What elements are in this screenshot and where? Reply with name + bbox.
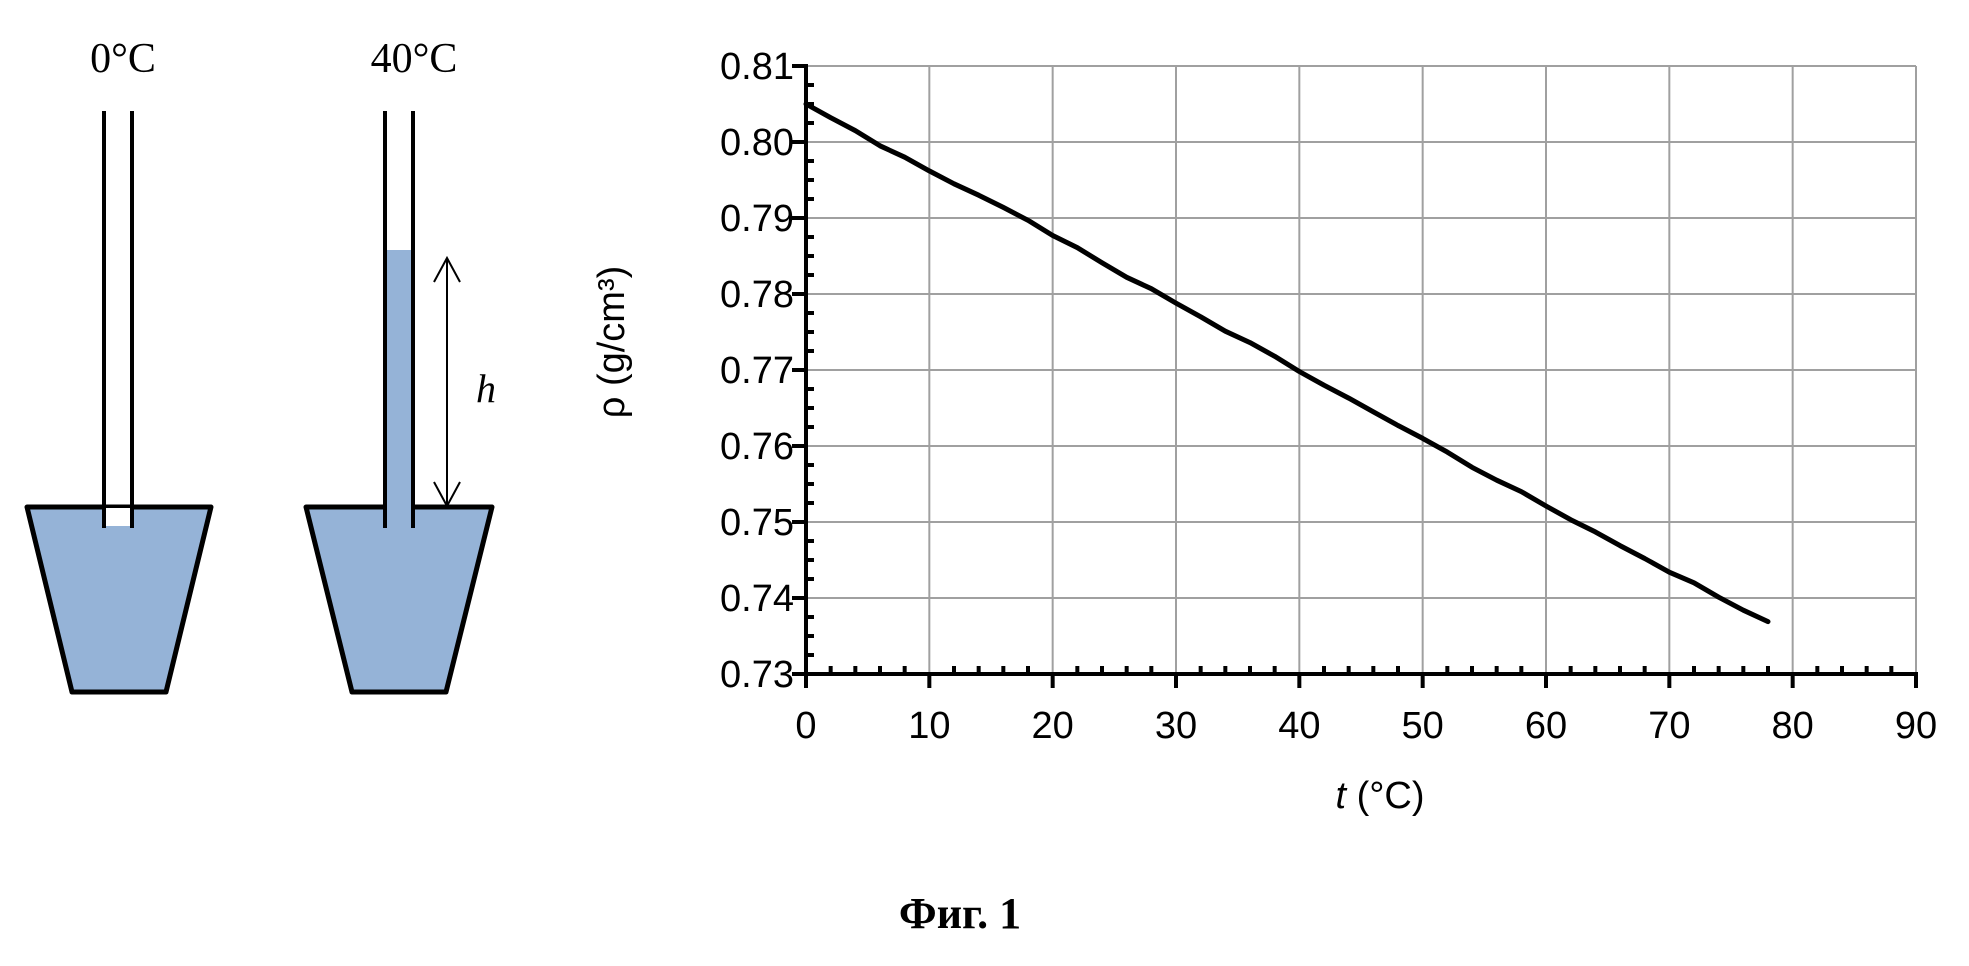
x-axis-label-unit: (°C): [1346, 775, 1425, 817]
vessel-cold-body: [24, 504, 214, 695]
y-tick-label: 0.79: [720, 198, 794, 240]
y-tick-label: 0.76: [720, 426, 794, 468]
y-tick-label: 0.74: [720, 578, 794, 620]
chart-axes: [792, 64, 1918, 688]
height-label: h: [476, 366, 496, 411]
x-tick-label: 60: [1525, 705, 1567, 747]
vessel-warm-liquid-column: [386, 250, 412, 525]
vessel-warm-body: [303, 504, 495, 695]
x-tick-label: 10: [908, 705, 950, 747]
y-tick-label: 0.77: [720, 350, 794, 392]
vessel-warm-label: 40°C: [371, 36, 458, 82]
y-tick-label: 0.80: [720, 122, 794, 164]
x-tick-label: 70: [1648, 705, 1690, 747]
y-tick-label: 0.78: [720, 274, 794, 316]
x-tick-label: 0: [795, 705, 816, 747]
x-tick-label: 90: [1895, 705, 1937, 747]
x-tick-label: 40: [1278, 705, 1320, 747]
vessel-cold-tube-gap: [106, 508, 130, 526]
density-series-line: [803, 101, 1771, 625]
density-chart: 0.73 0.74 0.75 0.76 0.77 0.78 0.79 0.80 0.81 0 10…: [591, 46, 1937, 817]
y-tick-label: 0.75: [720, 502, 794, 544]
chart-grid: [806, 65, 1917, 674]
x-tick-labels: 0 10 20 30 40 50 60 70 80 90: [795, 705, 1937, 747]
x-tick-label: 80: [1772, 705, 1814, 747]
x-tick-label: 20: [1032, 705, 1074, 747]
figure-caption: Фиг. 1: [899, 889, 1021, 938]
x-axis-label-variable: t: [1335, 775, 1347, 817]
y-tick-labels: 0.73 0.74 0.75 0.76 0.77 0.78 0.79 0.80 0.81: [720, 46, 794, 696]
x-tick-label: 30: [1155, 705, 1197, 747]
vessel-cold-label: 0°C: [90, 36, 156, 82]
y-tick-label: 0.81: [720, 46, 794, 88]
x-tick-label: 50: [1402, 705, 1444, 747]
y-tick-label: 0.73: [720, 654, 794, 696]
x-axis-label: t (°C): [1335, 775, 1424, 817]
vessel-warm: 40°C h: [303, 36, 496, 695]
height-arrow: [433, 255, 461, 509]
vessel-cold: 0°C: [24, 36, 214, 695]
y-axis-label: ρ (g/cm³): [591, 266, 633, 418]
